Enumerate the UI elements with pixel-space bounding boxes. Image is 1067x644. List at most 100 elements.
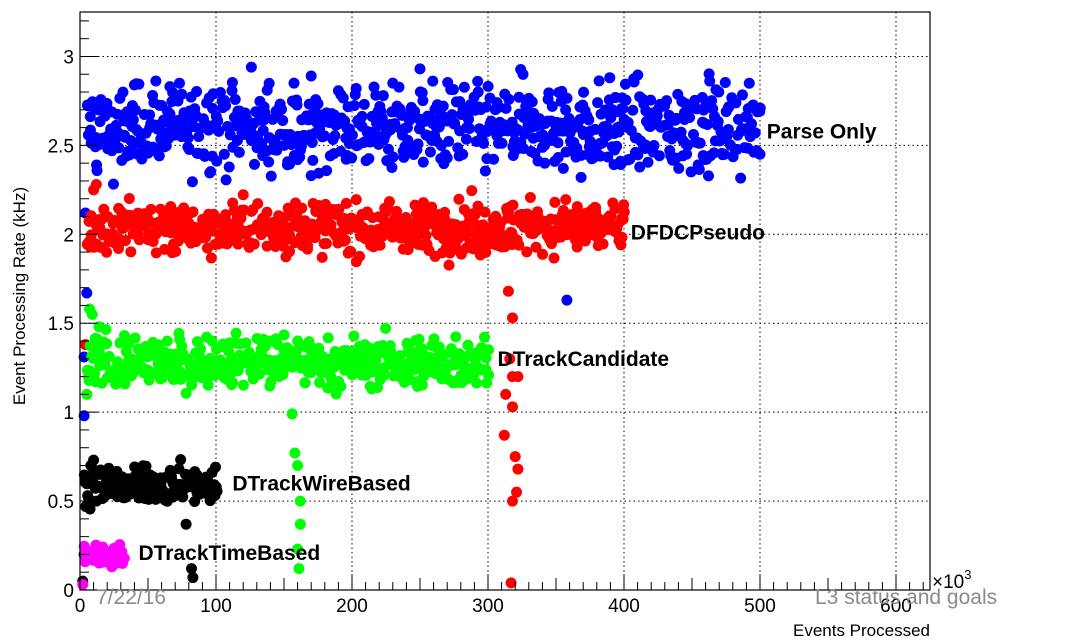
data-point	[291, 94, 303, 106]
data-point	[557, 162, 569, 174]
data-point	[387, 151, 399, 163]
data-point	[276, 103, 288, 115]
data-point	[504, 353, 516, 365]
data-point	[119, 235, 131, 247]
data-point	[176, 88, 188, 100]
data-point	[648, 140, 660, 152]
data-point	[292, 154, 304, 166]
data-point	[340, 197, 352, 209]
data-point	[483, 344, 495, 356]
data-point	[107, 178, 119, 190]
data-point	[88, 454, 100, 466]
data-point	[117, 86, 129, 98]
data-point	[222, 120, 234, 132]
data-point	[471, 377, 483, 389]
x-axis-multiplier: ×103	[932, 567, 971, 593]
data-point	[561, 294, 573, 306]
data-point	[749, 127, 761, 139]
data-point	[113, 142, 125, 154]
data-point	[478, 331, 490, 343]
data-point	[265, 170, 277, 182]
data-point	[634, 161, 646, 173]
data-point	[153, 150, 165, 162]
data-point	[84, 111, 96, 123]
data-point	[277, 115, 289, 127]
y-tick-label: 0.5	[48, 492, 74, 513]
data-point	[211, 155, 223, 167]
data-point	[645, 94, 657, 106]
data-point	[627, 104, 639, 116]
data-point	[564, 116, 576, 128]
data-point	[218, 148, 230, 160]
data-point	[616, 231, 628, 243]
data-point	[441, 152, 453, 164]
data-point	[305, 70, 317, 82]
data-point	[708, 147, 720, 159]
data-point	[561, 92, 573, 104]
data-point	[427, 75, 439, 87]
data-point	[722, 123, 734, 135]
data-point	[312, 98, 324, 110]
data-point	[402, 134, 414, 146]
data-point	[212, 115, 224, 127]
data-point	[307, 154, 319, 166]
data-point	[284, 158, 296, 170]
data-point	[416, 87, 428, 99]
data-point	[140, 460, 152, 472]
data-point	[129, 332, 141, 344]
data-point	[496, 137, 508, 149]
data-point	[119, 378, 131, 390]
data-point	[552, 151, 564, 163]
data-point	[261, 240, 273, 252]
data-point	[578, 86, 590, 98]
data-point	[509, 451, 521, 463]
data-point	[101, 338, 113, 350]
data-point	[191, 86, 203, 98]
data-point	[180, 518, 192, 530]
data-point	[560, 104, 572, 116]
data-point	[500, 102, 512, 114]
data-point	[220, 100, 232, 112]
data-point	[254, 368, 266, 380]
series-label-dtracktimebased: DTrackTimeBased	[138, 542, 320, 565]
data-point	[252, 198, 264, 210]
data-point	[384, 340, 396, 352]
data-point	[295, 144, 307, 156]
footer-date: 7/22/16	[96, 586, 167, 609]
data-point	[482, 369, 494, 381]
data-point	[346, 129, 358, 141]
data-point	[420, 229, 432, 241]
x-tick-label: 100	[200, 596, 232, 617]
data-point	[609, 203, 621, 215]
y-tick-label: 1.5	[48, 314, 74, 335]
data-point	[437, 100, 449, 112]
data-point	[350, 194, 362, 206]
data-point	[175, 454, 187, 466]
data-point	[513, 239, 525, 251]
data-point	[414, 63, 426, 75]
data-point	[506, 401, 518, 413]
data-point	[293, 563, 305, 575]
data-point	[205, 252, 217, 264]
data-point	[77, 579, 89, 591]
data-point	[424, 146, 436, 158]
data-point	[730, 97, 742, 109]
data-point	[694, 137, 706, 149]
data-point	[480, 101, 492, 113]
data-point	[661, 95, 673, 107]
data-point	[391, 211, 403, 223]
data-point	[128, 79, 140, 91]
data-points	[77, 61, 766, 591]
data-point	[611, 140, 623, 152]
data-point	[479, 206, 491, 218]
data-point	[305, 367, 317, 379]
data-point	[173, 77, 185, 89]
data-point	[368, 81, 380, 93]
data-point	[620, 94, 632, 106]
data-point	[746, 118, 758, 130]
data-point	[549, 196, 561, 208]
data-point	[123, 193, 135, 205]
data-point	[230, 327, 242, 339]
data-point	[339, 234, 351, 246]
